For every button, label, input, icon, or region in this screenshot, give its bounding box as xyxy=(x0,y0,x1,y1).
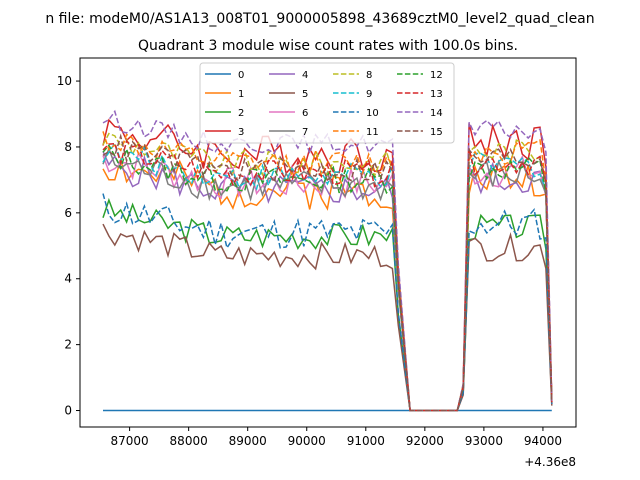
x-tick-label: 89000 xyxy=(229,434,267,448)
plot-lines xyxy=(102,109,553,412)
legend-label-14: 14 xyxy=(430,108,443,119)
legend-label-3: 3 xyxy=(238,127,244,138)
legend-label-8: 8 xyxy=(366,70,372,81)
x-tick-label: 94000 xyxy=(524,434,562,448)
series-line-10 xyxy=(102,193,553,412)
series-line-1 xyxy=(102,156,553,412)
legend-label-5: 5 xyxy=(302,89,308,100)
legend-label-2: 2 xyxy=(238,108,244,119)
legend-label-11: 11 xyxy=(366,127,379,138)
y-tick-label: 10 xyxy=(57,74,72,88)
legend-frame xyxy=(199,62,455,144)
legend-label-7: 7 xyxy=(302,127,308,138)
legend-label-15: 15 xyxy=(430,127,443,138)
series-line-9 xyxy=(102,141,553,412)
series-line-2 xyxy=(102,197,553,412)
chart-title: Quadrant 3 module wise count rates with … xyxy=(138,38,518,54)
y-tick-label: 6 xyxy=(64,206,72,220)
series-line-8 xyxy=(102,132,553,412)
x-tick-label: 93000 xyxy=(465,434,503,448)
plot-frame xyxy=(79,57,577,428)
series-line-15 xyxy=(102,133,553,412)
x-tick-label: 88000 xyxy=(170,434,208,448)
series-line-4 xyxy=(102,150,553,412)
legend-label-10: 10 xyxy=(366,108,379,119)
legend-label-1: 1 xyxy=(238,89,244,100)
x-axis: 87000 88000 89000 90000 91000 92000 93000 94000 xyxy=(111,427,562,448)
y-tick-label: 4 xyxy=(64,272,72,286)
y-tick-label: 8 xyxy=(64,140,72,154)
y-tick-label: 2 xyxy=(64,338,72,352)
x-tick-label: 90000 xyxy=(288,434,326,448)
legend-label-12: 12 xyxy=(430,70,443,81)
x-tick-label: 92000 xyxy=(406,434,444,448)
y-axis: 0 2 4 6 8 10 xyxy=(57,74,80,418)
legend-label-6: 6 xyxy=(302,108,308,119)
x-tick-label: 91000 xyxy=(347,434,385,448)
series-line-5 xyxy=(102,223,553,412)
series-line-12 xyxy=(102,143,553,412)
y-tick-label: 0 xyxy=(64,404,72,418)
series-line-11 xyxy=(102,131,553,412)
legend-label-13: 13 xyxy=(430,89,443,100)
x-tick-label: 87000 xyxy=(111,434,149,448)
legend-label-0: 0 xyxy=(238,70,244,81)
legend-label-9: 9 xyxy=(366,89,372,100)
series-line-7 xyxy=(102,146,553,412)
x-offset-label: +4.36e8 xyxy=(524,455,576,469)
legend-label-4: 4 xyxy=(302,70,308,81)
chart-suptitle: n file: modeM0/AS1A13_008T01_9000005898_… xyxy=(45,11,594,27)
